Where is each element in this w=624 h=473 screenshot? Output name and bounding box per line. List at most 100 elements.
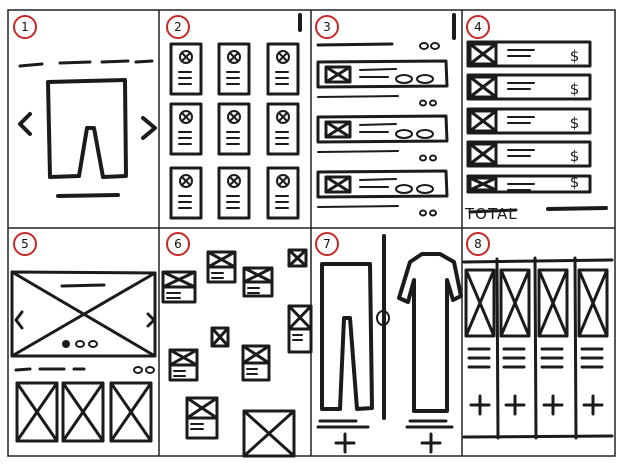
collage-image-placeholder[interactable]	[168, 348, 199, 367]
product-tile-placeholder[interactable]	[109, 381, 153, 443]
product-image-icon	[278, 112, 288, 122]
price-icon: $	[570, 147, 581, 165]
column-image-placeholder[interactable]	[464, 268, 496, 338]
list-item-action-pill[interactable]	[416, 184, 434, 194]
collage-image-placeholder[interactable]	[287, 248, 308, 268]
product-tile-placeholder[interactable]	[15, 381, 59, 443]
list-item-text-lines	[359, 123, 397, 133]
product-card[interactable]	[217, 166, 251, 220]
add-icon[interactable]	[469, 394, 491, 416]
column-bottom-rule	[462, 434, 614, 439]
collage-card-body	[161, 285, 197, 304]
column-image-placeholder[interactable]	[577, 268, 609, 338]
total-underline	[468, 208, 518, 214]
pager-dot[interactable]	[419, 99, 427, 107]
product-tile-placeholder[interactable]	[61, 381, 105, 443]
column-image-placeholder[interactable]	[537, 268, 569, 338]
pager-dot[interactable]	[429, 99, 437, 107]
previous-arrow-icon[interactable]	[14, 310, 24, 330]
product-image-icon	[179, 174, 193, 188]
panel-number-badge	[315, 232, 339, 256]
pager-dot[interactable]	[145, 366, 155, 374]
add-icon[interactable]	[542, 394, 564, 416]
panel-number: 4	[474, 20, 482, 34]
list-item[interactable]	[316, 59, 449, 89]
pager-dot[interactable]	[133, 366, 143, 374]
next-arrow-icon[interactable]	[146, 312, 156, 328]
previous-arrow-icon[interactable]	[18, 112, 32, 136]
collage-image-placeholder[interactable]	[161, 270, 197, 289]
panel-number-badge	[466, 232, 490, 256]
product-card[interactable]	[217, 42, 251, 96]
product-text-lines	[178, 131, 192, 145]
cart-row[interactable]	[466, 140, 592, 168]
list-header-line	[316, 42, 394, 47]
list-item-action-pill[interactable]	[416, 129, 434, 139]
pager-dot[interactable]	[419, 209, 427, 217]
list-item-image-placeholder	[324, 120, 352, 139]
product-image-icon	[229, 52, 239, 62]
panel-number-badge	[466, 15, 490, 39]
collage-card-body	[241, 361, 271, 382]
collage-image-placeholder[interactable]	[242, 409, 296, 458]
panel-number-badge	[166, 15, 190, 39]
list-item[interactable]	[316, 169, 449, 199]
product-card[interactable]	[217, 102, 251, 156]
panel-number-badge	[13, 232, 37, 256]
product-card[interactable]	[169, 42, 203, 96]
list-item-action-pill[interactable]	[395, 129, 413, 139]
product-card[interactable]	[169, 166, 203, 220]
add-icon[interactable]	[582, 394, 604, 416]
collage-card-text-lines	[173, 370, 186, 377]
product-image-icon	[227, 50, 241, 64]
carousel-dot[interactable]	[88, 340, 98, 348]
collage-image-placeholder[interactable]	[185, 396, 219, 420]
list-item-action-pill[interactable]	[416, 74, 434, 84]
list-item-action-pill[interactable]	[395, 184, 413, 194]
price-icon: $	[570, 114, 581, 132]
add-icon[interactable]	[420, 432, 442, 454]
pager-dot[interactable]	[429, 154, 437, 162]
product-text-lines	[226, 71, 240, 85]
add-icon[interactable]	[504, 394, 526, 416]
collage-image-placeholder[interactable]	[241, 344, 271, 365]
panel-number-badge	[166, 232, 190, 256]
next-arrow-icon[interactable]	[141, 116, 157, 140]
carousel-dot[interactable]	[75, 340, 85, 348]
pager-dot[interactable]	[419, 42, 429, 50]
cart-row[interactable]	[466, 174, 592, 194]
pager-dot[interactable]	[419, 154, 427, 162]
product-card[interactable]	[169, 102, 203, 156]
product-card[interactable]	[266, 42, 300, 96]
pager-dot[interactable]	[430, 42, 440, 50]
cart-item-text-lines	[507, 149, 535, 157]
cart-row[interactable]	[466, 40, 592, 68]
product-image-icon	[276, 174, 290, 188]
product-image-icon	[276, 50, 290, 64]
panel-7-split-compare: 7	[315, 232, 463, 454]
cart-row[interactable]	[466, 73, 592, 101]
collage-card-body	[168, 363, 199, 382]
pants-image-sketch	[320, 262, 374, 411]
pager-dot[interactable]	[429, 209, 437, 217]
add-icon[interactable]	[334, 432, 356, 454]
collage-image-placeholder[interactable]	[242, 266, 274, 284]
panel-number: 3	[323, 20, 331, 34]
panel-number: 8	[474, 237, 482, 251]
section-divider-line	[317, 150, 399, 153]
panel-number: 2	[174, 20, 182, 34]
list-item[interactable]	[316, 114, 449, 144]
product-card[interactable]	[266, 166, 300, 220]
section-heading-dashes	[14, 367, 86, 372]
divider-handle[interactable]	[376, 310, 390, 326]
product-card[interactable]	[266, 102, 300, 156]
cart-row[interactable]	[466, 107, 592, 135]
collage-image-placeholder[interactable]	[287, 304, 313, 331]
collage-image-placeholder[interactable]	[206, 250, 237, 269]
column-image-placeholder[interactable]	[499, 268, 531, 338]
collage-image-placeholder[interactable]	[210, 326, 230, 348]
collage-card-text-lines	[166, 292, 181, 299]
carousel-dot-active[interactable]	[62, 340, 70, 348]
list-item-action-pill[interactable]	[395, 74, 413, 84]
